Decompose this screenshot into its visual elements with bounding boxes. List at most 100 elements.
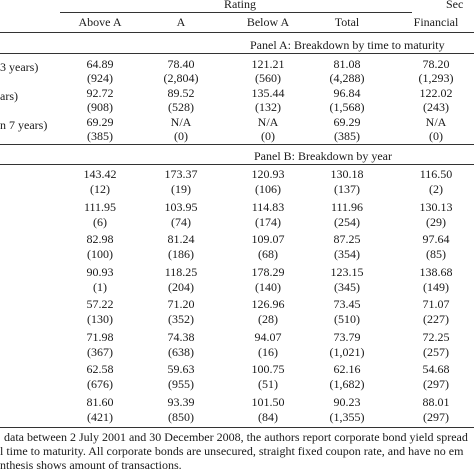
column-header-financial: Financial [413,15,459,29]
panel-a-value-below-a: 135.44 [251,86,285,100]
panel-a-count-above-a: (385) [87,129,113,143]
panel-b-count-financial: (2) [429,182,443,196]
panel-a-value-total: 69.29 [333,115,361,129]
panel-b-count-below-a: (68) [258,247,278,261]
panel-b-value-above-a: 90.93 [86,264,114,279]
panel-b-count-total: (345) [334,279,360,294]
panel-a-count-a: (2,804) [163,71,199,85]
panel-b-value-total: 73.45 [333,297,361,311]
panel-b-count-a: (638) [168,344,194,359]
panel-b-value-below-a: 94.07 [254,329,282,344]
panel-b-count-below-a: (174) [255,214,281,229]
panel-a-row-label: 3 years) [0,60,39,74]
panel-b-value-a: 59.63 [167,362,195,376]
panel-b-count-total: (354) [334,247,360,261]
panel-b-value-total: 90.23 [333,394,361,409]
panel-a-value-above-a: 69.29 [86,115,114,129]
sector-group-label: Sec [446,0,464,11]
panel-b-count-total: (137) [334,182,360,196]
panel-b-value-a: 74.38 [167,329,195,344]
panel-b-value-above-a: 82.98 [86,232,114,246]
panel-a-row-label: ars) [0,89,18,103]
panel-b-count-below-a: (28) [258,312,278,326]
panel-b-value-below-a: 178.29 [251,264,285,279]
panel-b-value-total: 62.16 [333,362,361,376]
panel-b-count-financial: (297) [423,409,449,424]
panel-b-count-above-a: (676) [87,377,113,391]
panel-b-count-above-a: (421) [87,409,113,424]
panel-b-value-a: 118.25 [164,264,198,279]
panel-b-count-a: (74) [171,214,191,229]
panel-a-count-total: (4,288) [329,71,365,85]
panel-b-count-below-a: (84) [258,409,278,424]
rating-group-underline [60,12,412,13]
panel-b-value-above-a: 57.22 [86,297,114,311]
panel-a-value-a: 89.52 [167,86,195,100]
panel-a-value-above-a: 64.89 [86,57,114,71]
column-header-above-a: Above A [78,15,122,29]
panel-a-value-total: 96.84 [333,86,361,100]
panel-b-count-above-a: (12) [90,182,110,196]
panel-a-count-above-a: (924) [87,71,113,85]
panel-b-count-below-a: (140) [255,279,281,294]
panel-b-value-financial: 54.68 [422,362,450,376]
panel-b-value-financial: 88.01 [422,394,450,409]
panel-b-value-above-a: 81.60 [86,394,114,409]
rating-group-label: Rating [224,0,256,11]
column-header-a: A [176,15,186,29]
footnote-line-3: nthesis shows amount of transactions. [0,458,182,472]
panel-b-count-a: (186) [168,247,194,261]
panel-b-value-a: 103.95 [164,199,198,214]
panel-b-count-below-a: (16) [258,344,278,359]
panel-b-value-a: 173.37 [164,167,198,181]
panel-a-value-financial: 78.20 [422,57,450,71]
panel-a-count-total: (385) [334,129,360,143]
panel-b-count-a: (204) [168,279,194,294]
panel-a-count-a: (528) [168,100,194,114]
table-bottom-rule [0,427,474,428]
panel-a-row-label: n 7 years) [0,118,48,132]
panel-a-count-above-a: (908) [87,100,113,114]
panel-a-count-a: (0) [174,129,188,143]
panel-a-count-total: (1,568) [329,100,365,114]
panel-b-count-financial: (227) [423,312,449,326]
header-rule [0,32,474,33]
panel-b-count-a: (850) [168,409,194,424]
panel-b-rule [0,164,474,165]
panel-b-value-above-a: 111.95 [83,199,117,214]
panel-b-value-total: 87.25 [333,232,361,246]
column-header-total: Total [334,15,360,29]
panel-b-count-above-a: (6) [93,214,107,229]
panel-b-value-financial: 138.68 [419,264,453,279]
panel-b-count-financial: (85) [426,247,446,261]
panel-a-value-a: 78.40 [167,57,195,71]
panel-a-value-below-a: 121.21 [251,57,285,71]
panel-b-count-financial: (29) [426,214,446,229]
panel-b-value-financial: 130.13 [419,199,453,214]
panel-b-title: Panel B: Breakdown by year [254,149,392,163]
panel-b-count-below-a: (51) [258,377,278,391]
panel-b-value-financial: 72.25 [422,329,450,344]
panel-b-value-a: 93.39 [167,394,195,409]
panel-b-value-above-a: 71.98 [86,329,114,344]
panel-a-count-below-a: (132) [255,100,281,114]
panel-b-top-rule [0,144,474,145]
panel-b-value-below-a: 101.50 [251,394,285,409]
panel-a-value-total: 81.08 [333,57,361,71]
panel-b-count-a: (352) [168,312,194,326]
panel-a-value-above-a: 92.72 [86,86,114,100]
panel-b-count-total: (254) [334,214,360,229]
panel-b-count-a: (19) [171,182,191,196]
panel-b-value-above-a: 62.58 [86,362,114,376]
panel-b-count-financial: (297) [423,377,449,391]
footnote-line-2: l time to maturity. All corporate bonds … [0,444,464,458]
panel-b-count-above-a: (130) [87,312,113,326]
panel-b-value-below-a: 109.07 [251,232,285,246]
panel-b-value-financial: 116.50 [419,167,453,181]
panel-b-value-below-a: 114.83 [251,199,285,214]
panel-b-count-above-a: (367) [87,344,113,359]
panel-b-count-above-a: (100) [87,247,113,261]
panel-b-count-total: (1,682) [329,377,365,391]
panel-b-count-financial: (149) [423,279,449,294]
panel-a-value-a: N/A [170,115,192,129]
